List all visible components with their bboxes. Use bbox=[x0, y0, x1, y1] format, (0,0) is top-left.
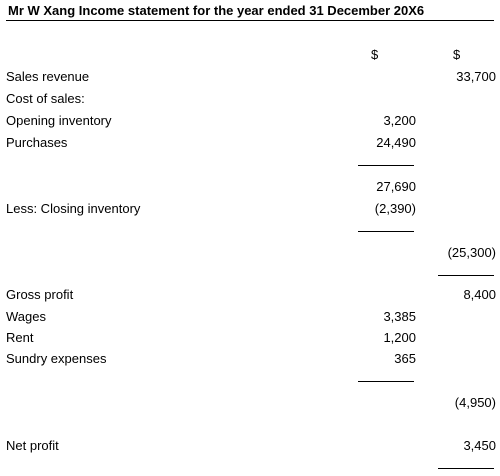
amount: 365 bbox=[394, 351, 416, 366]
amount: 24,490 bbox=[376, 135, 416, 150]
amount: (4,950) bbox=[454, 395, 496, 410]
row-label: Net profit bbox=[6, 438, 59, 453]
title-underline bbox=[6, 20, 494, 21]
sum-rule bbox=[358, 165, 414, 166]
row-label: Opening inventory bbox=[6, 113, 112, 128]
sum-rule bbox=[358, 381, 414, 382]
amount: 1,200 bbox=[383, 330, 416, 345]
row-label: Sundry expenses bbox=[6, 351, 107, 366]
row-label: Sales revenue bbox=[6, 69, 90, 84]
row-label: Rent bbox=[6, 330, 34, 345]
amount: 3,385 bbox=[383, 309, 416, 324]
amount: 3,200 bbox=[383, 113, 416, 128]
sum-rule bbox=[358, 231, 414, 232]
row-label: Purchases bbox=[6, 135, 68, 150]
amount: (2,390) bbox=[374, 201, 416, 216]
row-label: Less: Closing inventory bbox=[6, 201, 141, 216]
row-label: Gross profit bbox=[6, 287, 74, 302]
title: Mr W Xang Income statement for the year … bbox=[8, 3, 425, 18]
amount: 33,700 bbox=[456, 69, 496, 84]
column-header: $ bbox=[453, 47, 461, 62]
amount: (25,300) bbox=[447, 245, 496, 260]
column-header: $ bbox=[371, 47, 379, 62]
sum-rule bbox=[438, 275, 494, 276]
amount: 8,400 bbox=[463, 287, 496, 302]
amount: 3,450 bbox=[463, 438, 496, 453]
row-label: Wages bbox=[6, 309, 46, 324]
amount: 27,690 bbox=[376, 179, 416, 194]
row-label: Cost of sales: bbox=[6, 91, 85, 106]
sum-rule bbox=[438, 468, 494, 469]
